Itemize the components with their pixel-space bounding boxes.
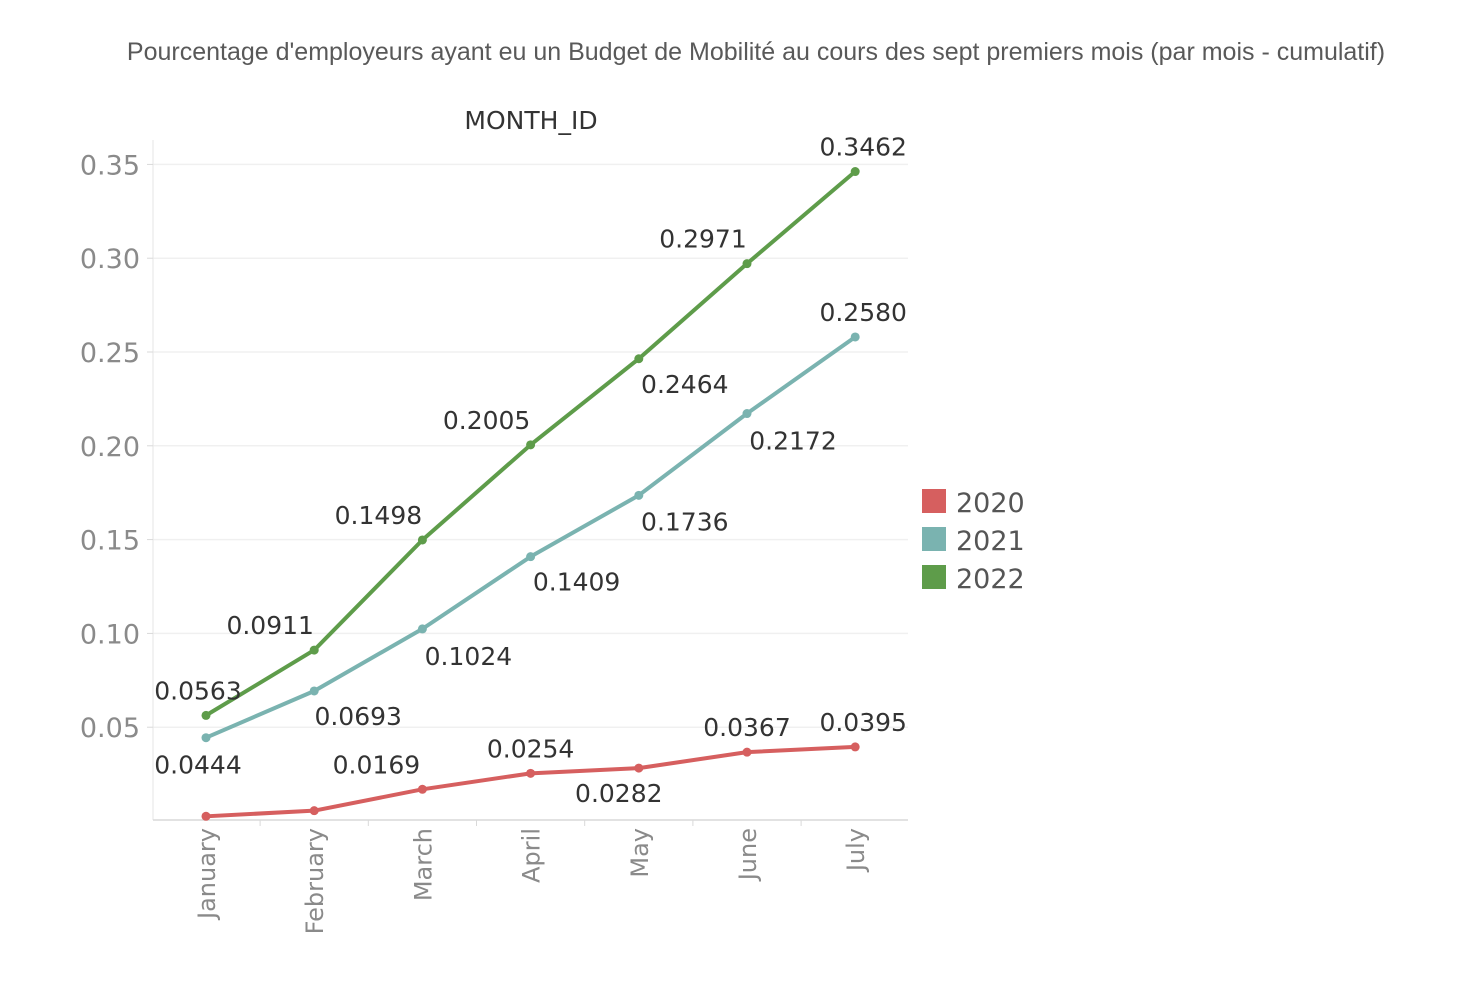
series-line-2021 xyxy=(204,334,858,740)
x-axis-title: MONTH_ID xyxy=(464,106,597,135)
legend-label: 2020 xyxy=(956,488,1025,519)
series-2020 xyxy=(201,742,860,821)
y-tick-label: 0.25 xyxy=(80,338,140,369)
chart-title: Pourcentage d'employeurs ayant eu un Bud… xyxy=(126,38,1386,66)
legend-item-2022: 2022 xyxy=(922,564,1025,595)
data-label: 0.0563 xyxy=(154,676,241,705)
data-label: 0.1736 xyxy=(641,507,728,536)
data-label: 0.2971 xyxy=(659,225,746,254)
data-point xyxy=(634,354,644,364)
x-tick-label: January xyxy=(193,828,221,921)
x-tick-label: June xyxy=(734,828,762,882)
data-point xyxy=(309,806,319,816)
data-point xyxy=(742,747,752,757)
data-label: 0.2464 xyxy=(641,370,728,399)
series-2022 xyxy=(201,167,860,720)
data-label: 0.3462 xyxy=(819,133,906,162)
legend-swatch xyxy=(922,565,946,589)
data-point xyxy=(417,624,427,634)
x-tick-label: April xyxy=(518,828,546,883)
data-point xyxy=(526,552,536,562)
data-label: 0.1409 xyxy=(533,568,620,597)
data-point xyxy=(309,686,319,696)
y-tick-label: 0.05 xyxy=(80,713,140,744)
legend-label: 2021 xyxy=(956,526,1025,557)
x-axis: January February March April May June July xyxy=(153,819,908,934)
series-2021 xyxy=(201,332,860,743)
grid xyxy=(153,163,908,728)
data-label: 0.2580 xyxy=(819,298,906,327)
x-tick-label: May xyxy=(626,828,654,878)
data-point xyxy=(201,811,211,821)
data-point xyxy=(309,645,319,655)
data-point xyxy=(850,742,860,752)
y-tick-label: 0.10 xyxy=(80,619,140,650)
data-label: 0.0395 xyxy=(819,708,906,737)
data-label: 0.0367 xyxy=(703,713,790,742)
data-point xyxy=(417,784,427,794)
data-label: 0.0254 xyxy=(487,734,574,763)
x-tick-label: July xyxy=(842,828,870,873)
x-tick-label: March xyxy=(409,828,437,901)
series xyxy=(201,167,860,821)
data-label: 0.2005 xyxy=(443,406,530,435)
legend-swatch xyxy=(922,527,946,551)
legend-item-2021: 2021 xyxy=(922,526,1025,557)
x-tick-label: February xyxy=(301,828,329,934)
data-label: 0.1024 xyxy=(425,642,512,671)
y-tick-label: 0.35 xyxy=(80,150,140,181)
data-label: 0.2172 xyxy=(749,427,836,456)
data-label: 0.0169 xyxy=(333,750,420,779)
data-point xyxy=(850,332,860,342)
y-tick-label: 0.20 xyxy=(80,432,140,463)
data-point xyxy=(526,768,536,778)
legend: 2020 2021 2022 xyxy=(922,488,1025,595)
data-label: 0.0282 xyxy=(575,779,662,808)
y-axis: 0.05 0.10 0.15 0.20 0.25 0.30 0.35 xyxy=(80,140,154,820)
legend-item-2020: 2020 xyxy=(922,488,1025,519)
data-point xyxy=(742,409,752,419)
y-tick-label: 0.30 xyxy=(80,244,140,275)
data-label: 0.1498 xyxy=(335,501,422,530)
data-point xyxy=(201,733,211,743)
legend-swatch xyxy=(922,489,946,513)
data-point xyxy=(526,440,536,450)
data-point xyxy=(634,763,644,773)
data-point xyxy=(850,167,860,177)
data-label: 0.0693 xyxy=(314,702,401,731)
data-point xyxy=(201,710,211,720)
data-point xyxy=(417,535,427,545)
y-tick-label: 0.15 xyxy=(80,526,140,557)
data-label: 0.0911 xyxy=(226,611,313,640)
data-point xyxy=(742,259,752,269)
legend-label: 2022 xyxy=(956,564,1025,595)
data-point xyxy=(634,490,644,500)
data-label: 0.0444 xyxy=(154,751,241,780)
